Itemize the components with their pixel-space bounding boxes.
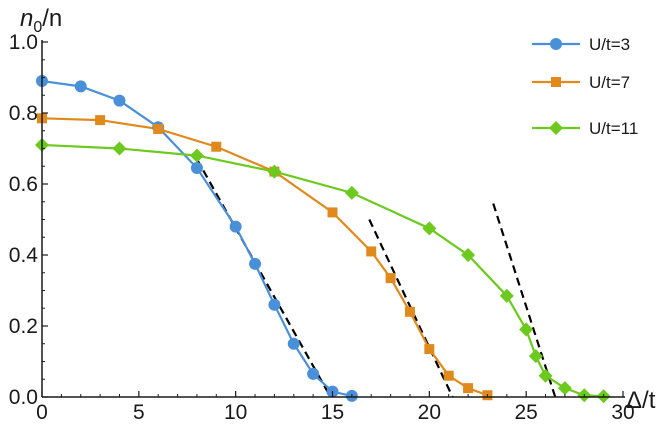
data-point — [95, 115, 106, 126]
data-point — [385, 273, 396, 284]
data-point — [189, 148, 204, 163]
x-tick-label: 10 — [224, 401, 247, 424]
data-point — [461, 248, 476, 262]
legend-label-2: U/t=7 — [589, 73, 630, 92]
legend-marker-1 — [550, 38, 562, 50]
data-point — [422, 221, 437, 236]
y-title-subscript: 0 — [33, 19, 42, 36]
x-tick-label: 15 — [321, 401, 344, 424]
data-point — [443, 370, 454, 381]
fit-line-1 — [195, 158, 332, 398]
x-tick-label: 20 — [418, 401, 441, 424]
legend-label-3: U/t=11 — [589, 119, 638, 138]
y-tick-label: 0.4 — [9, 244, 39, 267]
y-tick-label: 1.0 — [9, 31, 38, 54]
series-markers — [35, 75, 611, 404]
data-point — [287, 337, 300, 350]
series-lines — [41, 79, 604, 398]
x-tick-label: 25 — [514, 401, 537, 424]
data-point — [424, 344, 435, 355]
fit-line-3 — [492, 203, 557, 398]
data-point — [268, 298, 281, 311]
series-line-2 — [41, 117, 488, 397]
legend: U/t=3 U/t=7 U/t=11 — [532, 35, 638, 138]
data-point — [153, 123, 164, 134]
x-tick-label: 30 — [611, 401, 634, 424]
data-point — [404, 306, 415, 317]
series-line-3 — [41, 143, 604, 398]
data-point — [538, 368, 553, 383]
legend-marker-2 — [551, 77, 561, 87]
y-tick-label: 0.6 — [9, 173, 38, 196]
y-tick-label: 0.0 — [9, 386, 38, 409]
data-point — [557, 381, 572, 396]
data-point — [113, 94, 126, 107]
x-tick-label: 0 — [36, 401, 48, 424]
legend-marker-3 — [549, 121, 563, 135]
ticks: 0 5 10 15 20 25 30 0.0 0.2 0.4 0.6 0.8 1.0 — [9, 31, 635, 424]
x-tick-label: 5 — [133, 401, 145, 424]
y-tick-label: 0.8 — [9, 102, 38, 125]
data-point — [307, 367, 320, 380]
data-point — [229, 220, 242, 233]
fit-lines — [195, 158, 557, 398]
data-point — [327, 207, 338, 218]
y-title-symbol: n — [20, 5, 33, 32]
x-axis-title: Δ/t — [626, 387, 656, 414]
y-tick-label: 0.2 — [9, 315, 38, 338]
data-point — [463, 383, 474, 394]
data-point — [267, 164, 282, 179]
data-point — [112, 141, 127, 156]
data-point — [344, 185, 359, 200]
data-point — [519, 322, 534, 337]
legend-label-1: U/t=3 — [589, 35, 630, 54]
y-title-tail: /n — [42, 5, 62, 32]
data-point — [211, 141, 222, 152]
series-line-1 — [41, 79, 353, 398]
data-point — [499, 288, 514, 303]
data-point — [528, 349, 543, 364]
data-point — [366, 246, 377, 257]
data-point — [190, 162, 203, 175]
y-axis-title: n0/n — [20, 5, 62, 36]
data-point — [74, 80, 87, 93]
data-point — [249, 257, 262, 270]
